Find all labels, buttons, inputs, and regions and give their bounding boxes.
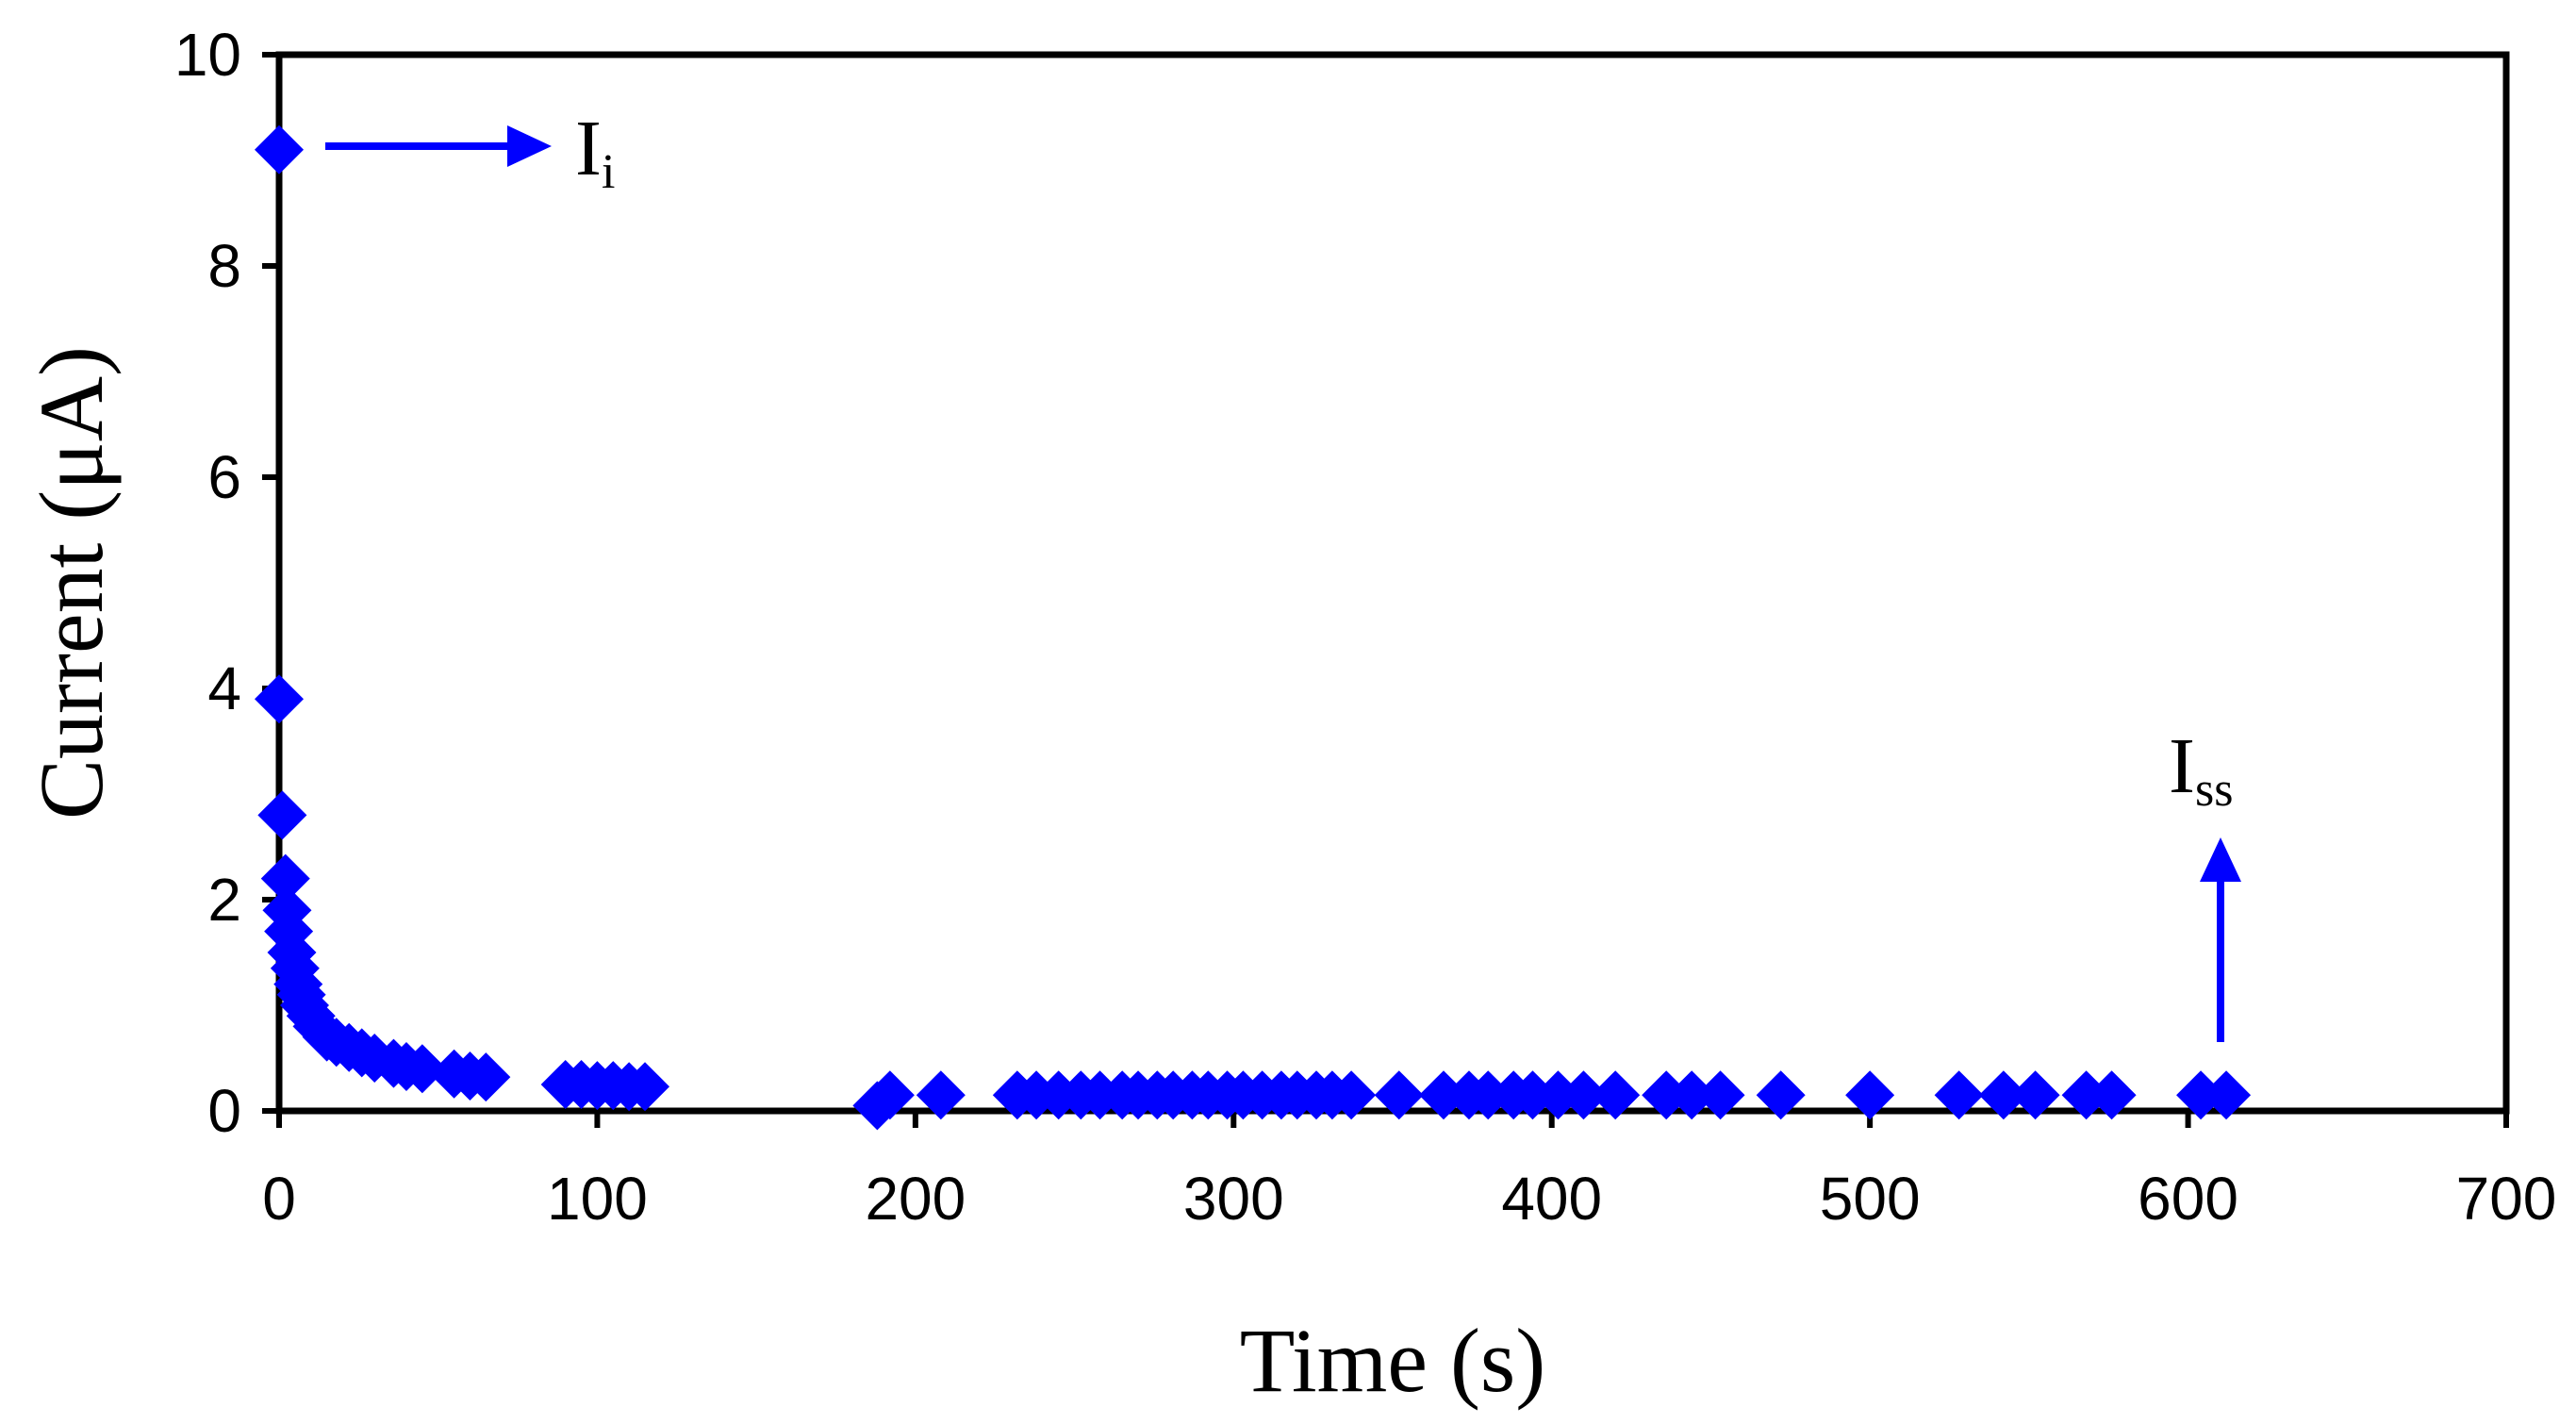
data-point bbox=[1418, 1070, 1468, 1120]
data-point bbox=[1667, 1070, 1717, 1120]
x-tick-label: 200 bbox=[865, 1165, 966, 1233]
y-tick-label: 8 bbox=[207, 232, 241, 300]
x-tick-label: 400 bbox=[1501, 1165, 1602, 1233]
data-point bbox=[1934, 1070, 1984, 1120]
data-point bbox=[1756, 1070, 1806, 1120]
y-axis-ticks: 0 2 4 6 8 10 bbox=[174, 21, 279, 1145]
data-point bbox=[255, 124, 304, 174]
data-point bbox=[461, 1052, 511, 1102]
data-point bbox=[257, 790, 307, 840]
data-point bbox=[1374, 1070, 1424, 1120]
data-point bbox=[260, 853, 310, 903]
data-point bbox=[1591, 1070, 1641, 1120]
data-point bbox=[916, 1070, 966, 1120]
data-point bbox=[1978, 1070, 2028, 1120]
data-point bbox=[1327, 1070, 1377, 1120]
y-tick-label: 2 bbox=[207, 866, 241, 934]
x-tick-label: 700 bbox=[2456, 1165, 2557, 1233]
y-tick-label: 10 bbox=[174, 21, 241, 89]
data-point bbox=[2010, 1070, 2060, 1120]
annotation-initial-label: Ii bbox=[575, 105, 615, 199]
data-point bbox=[2176, 1070, 2226, 1120]
arrow-right-head bbox=[507, 125, 552, 167]
data-point bbox=[1533, 1070, 1583, 1120]
y-axis-title: Current (μA) bbox=[21, 346, 122, 820]
data-points bbox=[255, 124, 2252, 1131]
data-point bbox=[1463, 1070, 1513, 1120]
x-tick-label: 300 bbox=[1183, 1165, 1284, 1233]
data-point bbox=[1559, 1070, 1609, 1120]
data-point bbox=[1642, 1070, 1692, 1120]
y-tick-label: 4 bbox=[207, 654, 241, 722]
y-tick-label: 0 bbox=[207, 1077, 241, 1145]
x-axis-ticks: 0 100 200 300 400 500 600 700 bbox=[262, 1111, 2556, 1233]
annotation-steady-state-current: Iss bbox=[2169, 722, 2241, 1042]
x-axis-title: Time (s) bbox=[1240, 1310, 1546, 1411]
x-tick-label: 100 bbox=[547, 1165, 648, 1233]
data-point bbox=[865, 1070, 915, 1120]
annotation-steady-state-label: Iss bbox=[2169, 722, 2233, 817]
data-point bbox=[397, 1044, 447, 1094]
x-tick-label: 0 bbox=[262, 1165, 296, 1233]
arrow-up-head bbox=[2200, 837, 2241, 882]
x-tick-label: 500 bbox=[1820, 1165, 1921, 1233]
plot-area-border bbox=[275, 51, 2510, 1115]
data-point bbox=[1695, 1070, 1745, 1120]
data-point bbox=[2202, 1070, 2252, 1120]
data-point bbox=[2087, 1070, 2137, 1120]
data-point bbox=[2061, 1070, 2111, 1120]
data-point bbox=[620, 1062, 670, 1112]
data-point bbox=[255, 674, 304, 724]
y-tick-label: 6 bbox=[207, 443, 241, 511]
annotation-initial-current: Ii bbox=[325, 105, 615, 199]
data-point bbox=[1508, 1070, 1558, 1120]
data-point bbox=[1845, 1070, 1895, 1120]
x-tick-label: 600 bbox=[2138, 1165, 2238, 1233]
